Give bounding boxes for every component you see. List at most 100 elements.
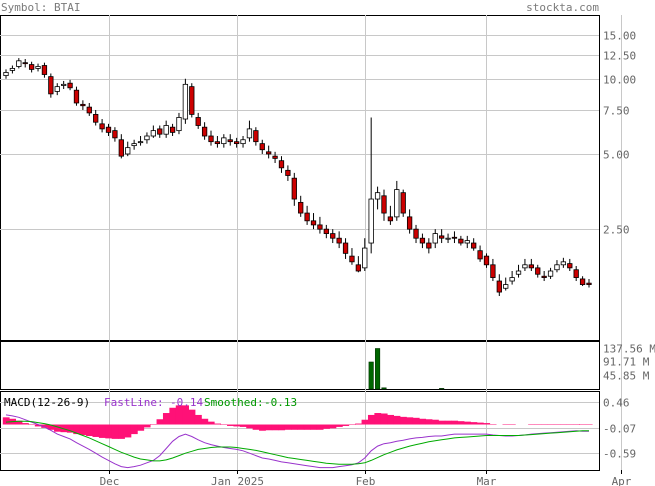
candle-body bbox=[67, 82, 73, 89]
macd-histogram-bar bbox=[201, 418, 209, 425]
macd-histogram-bar bbox=[412, 417, 420, 425]
macd-histogram-bar bbox=[316, 424, 324, 430]
macd-histogram-bar bbox=[271, 424, 279, 431]
macd-histogram-bar bbox=[310, 424, 318, 430]
candle-body bbox=[330, 233, 336, 239]
candle-body bbox=[387, 216, 394, 222]
candle-body bbox=[368, 198, 374, 244]
macd-histogram-bar bbox=[278, 424, 286, 431]
candle-body bbox=[112, 130, 118, 139]
candle-body bbox=[426, 242, 432, 249]
candle-body bbox=[567, 263, 573, 269]
candle-body bbox=[201, 126, 208, 137]
price-tick-label: 2.50 bbox=[603, 224, 630, 237]
candle-body bbox=[355, 264, 362, 272]
macd-histogram-bar bbox=[252, 424, 260, 430]
macd-histogram-bar bbox=[419, 418, 427, 425]
macd-histogram-bar bbox=[143, 424, 151, 428]
candle-body bbox=[195, 117, 201, 126]
grid-lines bbox=[0, 15, 622, 470]
candle-body bbox=[99, 123, 105, 130]
macd-histogram-bar bbox=[227, 424, 234, 426]
candle-body bbox=[298, 201, 304, 214]
candle-body bbox=[490, 264, 496, 278]
candle-body bbox=[445, 237, 451, 240]
macd-histogram-bar bbox=[233, 424, 241, 427]
macd-histogram-bar bbox=[265, 424, 273, 431]
macd-histogram-bar bbox=[259, 424, 266, 431]
symbol-label: Symbol: BTAI bbox=[1, 1, 81, 14]
macd-tick-label: -0.59 bbox=[603, 448, 636, 461]
macd-histogram-bar bbox=[79, 424, 87, 436]
macd-histogram-bar bbox=[470, 422, 478, 425]
x-tick-label: Mar bbox=[477, 475, 497, 486]
candle-body bbox=[560, 261, 567, 266]
candle-body bbox=[342, 242, 349, 254]
macd-histogram-bar bbox=[323, 424, 330, 429]
macd-histogram-bar bbox=[182, 405, 189, 425]
candle-body bbox=[336, 237, 342, 244]
macd-histogram-bar bbox=[47, 424, 55, 430]
candle-body bbox=[528, 264, 534, 269]
candlestick-series bbox=[3, 58, 592, 297]
candle-body bbox=[54, 86, 60, 92]
macd-histogram-bar bbox=[361, 419, 369, 425]
macd-histogram-bar bbox=[214, 423, 222, 425]
candle-body bbox=[233, 141, 240, 145]
macd-histogram-bar bbox=[54, 424, 61, 432]
price-tick-label: 12.50 bbox=[603, 50, 636, 63]
macd-histogram-bar bbox=[400, 416, 407, 425]
macd-histogram-bar bbox=[374, 413, 382, 425]
candle-body bbox=[93, 114, 99, 123]
candle-body bbox=[272, 155, 278, 159]
candle-body bbox=[48, 76, 54, 95]
candle-body bbox=[522, 264, 528, 269]
candle-body bbox=[400, 192, 406, 214]
candle-body bbox=[73, 89, 80, 104]
macd-histogram-bar bbox=[444, 420, 452, 425]
candle-body bbox=[477, 250, 483, 260]
panel-frame bbox=[0, 341, 600, 390]
macd-histogram-bar bbox=[118, 424, 125, 439]
macd-histogram-bar bbox=[367, 414, 375, 425]
candle-body bbox=[317, 224, 323, 230]
macd-smoothed-line bbox=[5, 420, 589, 465]
macd-histogram-bar bbox=[137, 424, 145, 431]
macd-histogram-bar bbox=[464, 421, 471, 425]
panel-frames bbox=[0, 15, 600, 471]
candle-body bbox=[41, 65, 48, 75]
macd-histogram-bar bbox=[98, 424, 106, 438]
candle-body bbox=[586, 282, 592, 285]
macd-histogram-bar bbox=[476, 422, 484, 425]
candle-body bbox=[554, 264, 560, 271]
macd-histogram-bar bbox=[111, 424, 119, 439]
candle-body bbox=[496, 280, 502, 293]
candle-body bbox=[253, 130, 259, 143]
macd-tick-label: -0.07 bbox=[603, 423, 636, 436]
price-tick-label: 10.00 bbox=[603, 74, 636, 87]
candle-body bbox=[464, 240, 470, 244]
volume-series bbox=[368, 348, 445, 390]
macd-histogram-bar bbox=[239, 424, 247, 427]
macd-tick-label: 0.46 bbox=[603, 397, 630, 410]
macd-smoothed-value: -0.13 bbox=[264, 396, 297, 409]
macd-fastline-value: -0.14 bbox=[170, 396, 203, 409]
candle-body bbox=[579, 278, 586, 285]
candle-body bbox=[541, 275, 547, 278]
macd-histogram-bar bbox=[2, 417, 10, 425]
candle-body bbox=[28, 64, 35, 70]
candle-body bbox=[169, 126, 176, 133]
volume-tick-label: 45.85 M bbox=[603, 370, 650, 383]
macd-title: MACD(12-26-9) bbox=[4, 396, 90, 409]
candle-body bbox=[515, 270, 522, 275]
candle-body bbox=[105, 126, 112, 133]
candle-body bbox=[266, 151, 272, 155]
macd-histogram-bar bbox=[432, 419, 439, 425]
candle-body bbox=[310, 220, 317, 226]
x-tick-label: Jan 2025 bbox=[211, 475, 264, 486]
volume-bar bbox=[368, 361, 374, 390]
candle-body bbox=[246, 128, 253, 139]
macd-histogram-bar bbox=[73, 424, 81, 435]
macd-histogram-bar bbox=[15, 420, 23, 425]
macd-histogram-bar bbox=[246, 424, 254, 429]
